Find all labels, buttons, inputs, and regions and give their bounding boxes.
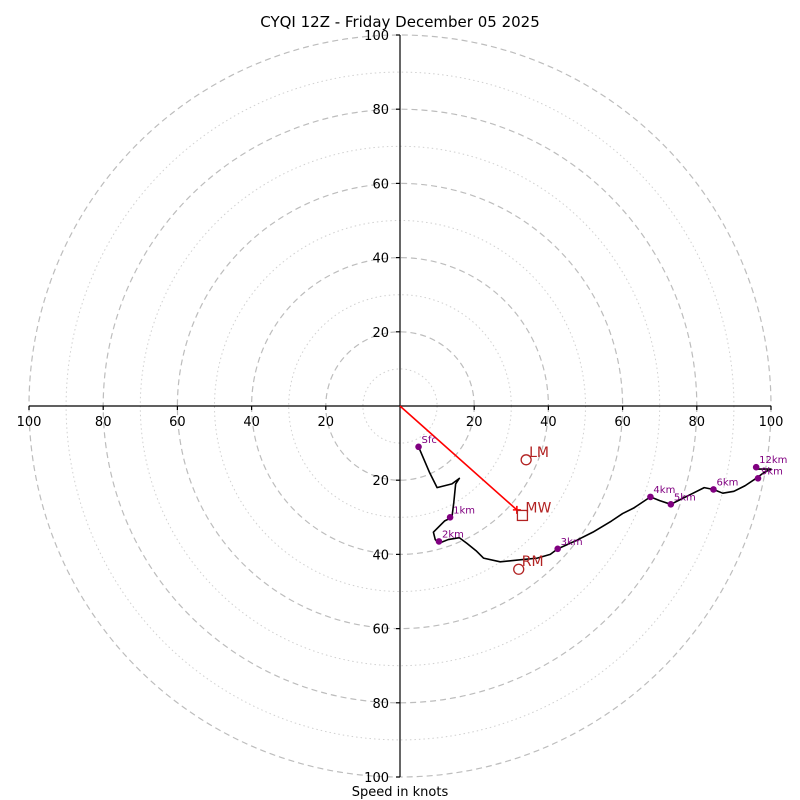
height-label-sfc: Sfc xyxy=(422,435,437,446)
x-axis-label: Speed in knots xyxy=(352,785,449,800)
height-label-4km: 4km xyxy=(653,485,675,496)
height-point-6km xyxy=(710,486,717,493)
chart-title: CYQI 12Z - Friday December 05 2025 xyxy=(260,13,540,31)
height-point-4km xyxy=(647,493,654,501)
y-tick-label: 80 xyxy=(372,697,389,712)
x-tick-label: 60 xyxy=(614,415,631,430)
height-point-sfc xyxy=(415,443,422,451)
y-tick-label: 20 xyxy=(372,326,389,341)
height-label-12km: 12km xyxy=(759,455,787,466)
x-tick-label: 80 xyxy=(95,415,112,430)
x-tick-label: 80 xyxy=(689,415,706,430)
y-tick-label: 100 xyxy=(364,29,389,44)
storm-motion-layer: LM MW RM xyxy=(513,445,552,575)
shear-vector-line xyxy=(399,405,518,511)
y-tick-label: 40 xyxy=(372,252,389,267)
x-tick-label: 40 xyxy=(243,415,260,430)
height-point-9km xyxy=(754,475,762,482)
height-label-6km: 6km xyxy=(716,477,738,488)
y-tick-label: 60 xyxy=(372,177,389,192)
height-label-3km: 3km xyxy=(561,537,583,548)
height-point-5km xyxy=(667,501,675,508)
height-label-2km: 2km xyxy=(442,529,464,540)
y-tick-label: 20 xyxy=(372,474,389,489)
storm-motion-label-mw: MW xyxy=(525,500,551,516)
storm-motion-marker-mw xyxy=(516,509,529,522)
y-tick-label: 80 xyxy=(372,103,389,118)
height-label-5km: 5km xyxy=(674,492,696,503)
x-tick-label: 20 xyxy=(466,415,483,430)
y-tick-label: 100 xyxy=(364,771,389,786)
x-tick-label: 40 xyxy=(540,415,557,430)
storm-motion-label-rm: RM xyxy=(522,554,544,570)
x-tick-label: 100 xyxy=(759,415,784,430)
height-label-1km: 1km xyxy=(453,505,475,516)
height-point-3km xyxy=(554,545,561,553)
height-point-12km xyxy=(752,463,760,471)
y-tick-label: 60 xyxy=(372,623,389,638)
storm-motion-marker-lm xyxy=(520,454,532,466)
height-point-2km xyxy=(435,538,443,545)
y-tick-label: 40 xyxy=(372,548,389,563)
height-point-1km xyxy=(446,514,454,521)
x-tick-label: 100 xyxy=(17,415,42,430)
x-tick-label: 60 xyxy=(169,415,186,430)
storm-motion-marker-rm xyxy=(513,563,525,575)
x-tick-label: 20 xyxy=(318,415,335,430)
shear-vector-layer xyxy=(399,405,521,514)
tick-labels: 100 80 60 40 20 20 40 60 80 100 100 80 60 40 20 20 40 60 8… xyxy=(17,29,784,786)
height-label-9km: 9km xyxy=(761,466,783,477)
storm-motion-label-lm: LM xyxy=(529,445,549,461)
